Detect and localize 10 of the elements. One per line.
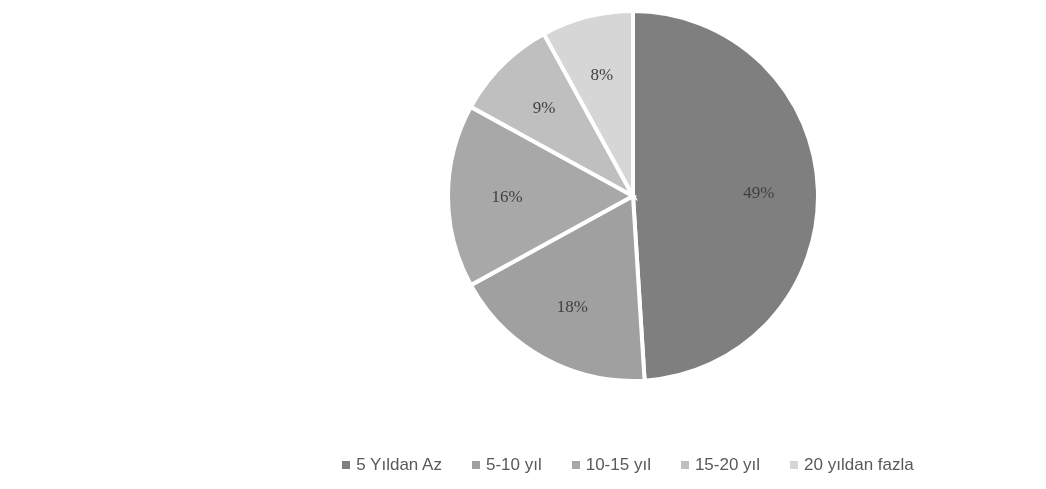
data-label: 9% bbox=[532, 97, 556, 117]
data-label: 49% bbox=[743, 182, 775, 202]
legend-label: 20 yıldan fazla bbox=[803, 455, 914, 475]
data-label: 18% bbox=[556, 296, 588, 316]
legend-label: 15-20 yıl bbox=[693, 455, 761, 475]
data-label: 16% bbox=[491, 186, 523, 206]
legend-label: 10-15 yıl bbox=[584, 455, 651, 475]
data-label: 8% bbox=[590, 64, 614, 84]
legend-label: 5 Yıldan Az bbox=[355, 455, 442, 475]
legend-label: 5-10 yıl bbox=[484, 455, 542, 475]
